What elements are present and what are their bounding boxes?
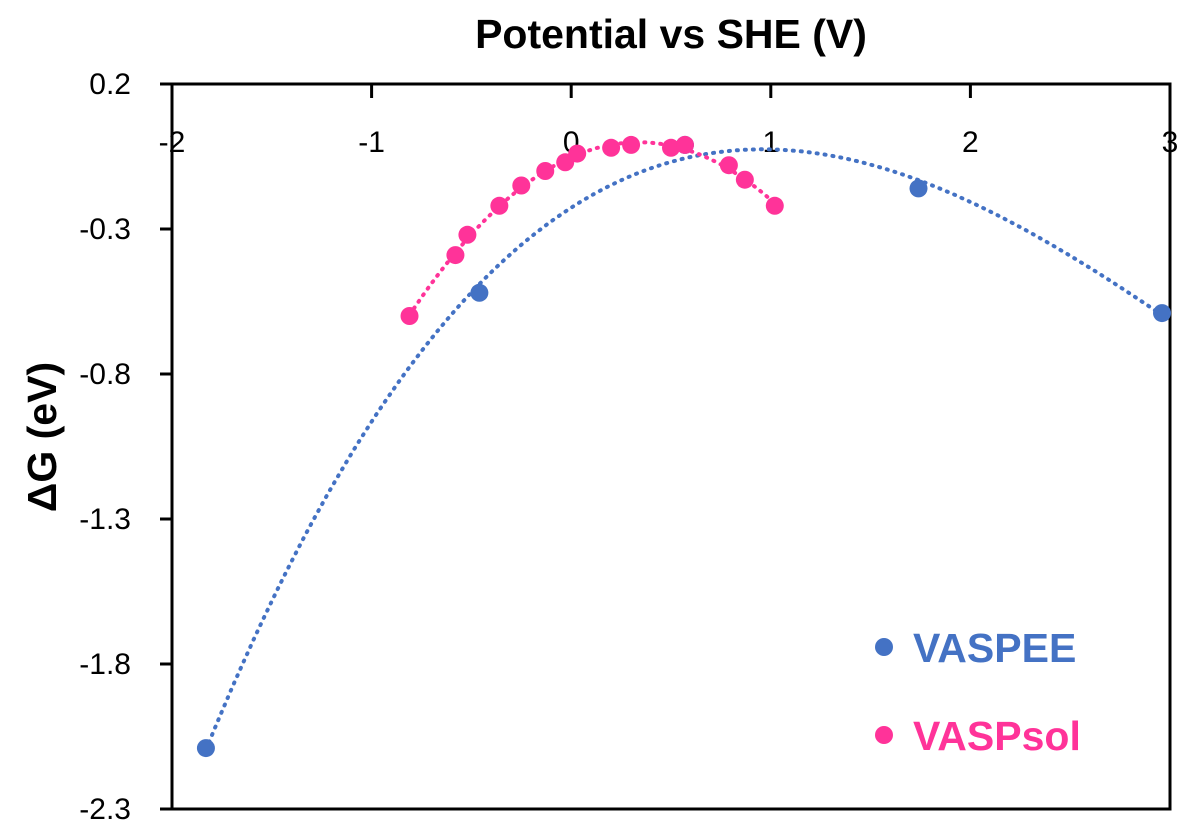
data-point-vaspsol [446,246,465,265]
data-point-vaspee [196,739,215,758]
legend: VASPEE VASPsol [875,625,1081,759]
plot-area [170,82,1172,811]
x-tick-label: -1 [358,126,385,159]
legend-label-vaspee: VASPEE [913,625,1076,671]
data-point-vaspsol [512,176,531,195]
trendline-vaspee [203,147,1164,752]
y-tick-label: 0.2 [89,68,131,101]
legend-marker-vaspsol [875,726,893,744]
legend-label-vaspsol: VASPsol [913,713,1081,759]
data-point-vaspsol [675,135,694,154]
x-tick-label: 1 [762,126,779,159]
data-points [196,135,1172,758]
data-point-vaspee [470,283,489,302]
data-point-vaspsol [458,225,477,244]
data-point-vaspsol [536,162,555,180]
data-point-vaspsol [719,156,738,175]
y-tick-label: -2.3 [79,793,131,826]
x-tick-label: -2 [159,126,186,159]
data-point-vaspsol [735,170,754,189]
data-point-vaspee [909,179,928,198]
data-point-vaspsol [490,196,509,215]
data-point-vaspsol [568,144,587,163]
data-point-vaspsol [602,138,621,157]
x-tick-label: 3 [1162,126,1179,159]
data-point-vaspsol [622,135,641,154]
x-axis: -2 -1 0 1 2 3 [159,84,1179,159]
y-tick-label: -1.3 [79,503,131,536]
legend-marker-vaspee [875,638,893,656]
y-axis: 0.2 -0.3 -0.8 -1.3 -1.8 -2.3 [79,68,172,826]
y-axis-title: ΔG (eV) [19,362,65,512]
x-axis-title: Potential vs SHE (V) [475,11,867,57]
data-point-vaspsol [400,307,419,325]
trendline-vaspsol [407,140,777,317]
data-point-vaspee [1153,304,1172,323]
x-tick-label: 2 [962,126,979,159]
trendlines [203,140,1164,752]
data-point-vaspsol [662,138,680,157]
data-point-vaspsol [765,196,784,215]
y-tick-label: -0.8 [79,358,131,391]
y-tick-label: -1.8 [79,648,131,681]
y-tick-label: -0.3 [79,213,131,246]
